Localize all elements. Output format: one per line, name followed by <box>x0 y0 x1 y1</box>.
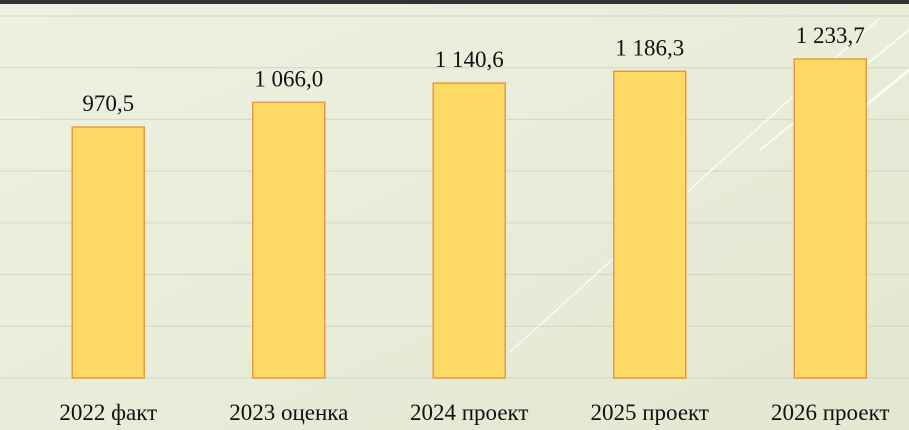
x-tick-label: 2022 факт <box>59 400 157 425</box>
value-label: 1 233,7 <box>796 23 865 48</box>
bar <box>793 58 867 379</box>
x-tick-label: 2023 оценка <box>229 400 348 425</box>
value-label: 970,5 <box>82 91 134 116</box>
bar <box>613 70 687 379</box>
top-border <box>0 0 909 4</box>
value-label: 1 140,6 <box>435 47 504 72</box>
value-label: 1 186,3 <box>615 35 684 60</box>
bar <box>432 82 506 379</box>
x-tick-label: 2024 проект <box>410 400 528 425</box>
bar <box>71 126 145 379</box>
value-label: 1 066,0 <box>254 66 323 91</box>
deco-line <box>859 68 909 112</box>
bar <box>252 101 326 379</box>
x-tick-label: 2026 проект <box>771 400 889 425</box>
x-tick-label: 2025 проект <box>591 400 709 425</box>
